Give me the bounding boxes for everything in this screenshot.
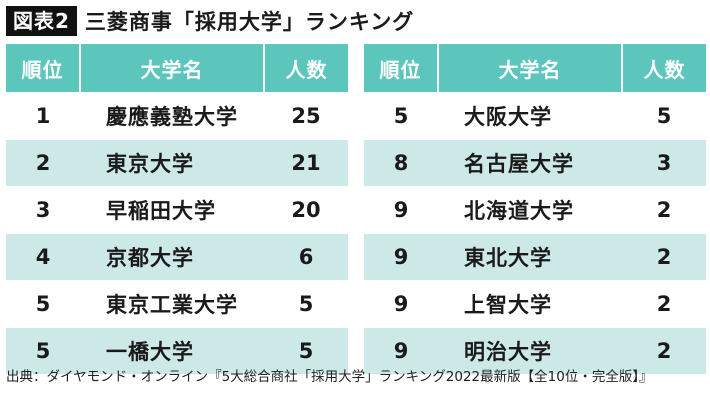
table-row: 5 大阪大学 5 <box>364 92 706 140</box>
header-university: 大学名 <box>79 44 265 93</box>
figure-title-row: 図表2 三菱商事「採用大学」ランキング <box>6 4 414 38</box>
count-cell: 2 <box>622 186 706 234</box>
university-cell: 東京工業大学 <box>80 280 264 328</box>
rank-cell: 4 <box>6 233 80 281</box>
rank-cell: 8 <box>364 139 438 187</box>
table-header-row: 順位 大学名 人数 <box>364 44 706 93</box>
count-cell: 20 <box>264 186 348 234</box>
figure-badge: 図表2 <box>6 6 77 36</box>
count-cell: 5 <box>264 327 348 374</box>
ranking-table-left: 順位 大学名 人数 1 慶應義塾大学 25 2 東京大学 21 3 早稲田大学 … <box>6 44 348 374</box>
table-row: 5 一橋大学 5 <box>6 327 348 374</box>
table-row: 3 早稲田大学 20 <box>6 186 348 234</box>
rank-cell: 5 <box>364 92 438 140</box>
rank-cell: 5 <box>6 280 80 328</box>
table-row: 2 東京大学 21 <box>6 139 348 187</box>
table-row: 5 東京工業大学 5 <box>6 280 348 328</box>
university-cell: 大阪大学 <box>438 92 622 140</box>
count-cell: 25 <box>264 92 348 140</box>
table-row: 8 名古屋大学 3 <box>364 139 706 187</box>
count-cell: 2 <box>622 280 706 328</box>
university-cell: 名古屋大学 <box>438 139 622 187</box>
rank-cell: 5 <box>6 327 80 374</box>
rank-cell: 9 <box>364 280 438 328</box>
count-cell: 2 <box>622 327 706 374</box>
university-cell: 早稲田大学 <box>80 186 264 234</box>
ranking-table-right: 順位 大学名 人数 5 大阪大学 5 8 名古屋大学 3 9 北海道大学 2 9… <box>364 44 706 374</box>
source-note: 出典：ダイヤモンド・オンライン『5大総合商社「採用大学」ランキング2022最新版… <box>6 369 653 385</box>
count-cell: 5 <box>622 92 706 140</box>
university-cell: 京都大学 <box>80 233 264 281</box>
header-rank: 順位 <box>6 44 80 93</box>
university-cell: 北海道大学 <box>438 186 622 234</box>
table-row: 9 上智大学 2 <box>364 280 706 328</box>
university-cell: 東京大学 <box>80 139 264 187</box>
table-row: 9 東北大学 2 <box>364 233 706 281</box>
rank-cell: 2 <box>6 139 80 187</box>
table-row: 9 明治大学 2 <box>364 327 706 374</box>
count-cell: 21 <box>264 139 348 187</box>
rank-cell: 1 <box>6 92 80 140</box>
rank-cell: 9 <box>364 327 438 374</box>
count-cell: 6 <box>264 233 348 281</box>
header-count: 人数 <box>264 44 348 93</box>
table-row: 1 慶應義塾大学 25 <box>6 92 348 140</box>
count-cell: 2 <box>622 233 706 281</box>
table-header-row: 順位 大学名 人数 <box>6 44 348 93</box>
header-count: 人数 <box>622 44 706 93</box>
rank-cell: 3 <box>6 186 80 234</box>
header-rank: 順位 <box>364 44 438 93</box>
figure-title: 三菱商事「採用大学」ランキング <box>84 10 415 34</box>
university-cell: 一橋大学 <box>80 327 264 374</box>
university-cell: 慶應義塾大学 <box>80 92 264 140</box>
university-cell: 上智大学 <box>438 280 622 328</box>
table-row: 4 京都大学 6 <box>6 233 348 281</box>
rank-cell: 9 <box>364 233 438 281</box>
university-cell: 東北大学 <box>438 233 622 281</box>
count-cell: 3 <box>622 139 706 187</box>
university-cell: 明治大学 <box>438 327 622 374</box>
header-university: 大学名 <box>437 44 623 93</box>
table-row: 9 北海道大学 2 <box>364 186 706 234</box>
count-cell: 5 <box>264 280 348 328</box>
rank-cell: 9 <box>364 186 438 234</box>
